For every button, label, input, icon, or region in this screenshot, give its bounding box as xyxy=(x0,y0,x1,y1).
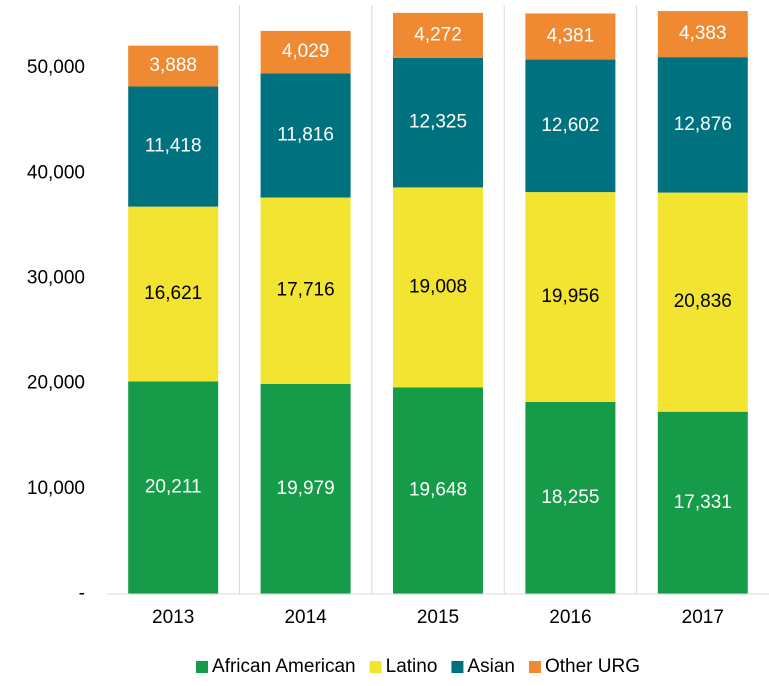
bar-segment xyxy=(393,12,483,58)
bar-segment xyxy=(525,192,616,402)
data-label: 4,383 xyxy=(679,23,727,44)
x-tick-label: 2015 xyxy=(417,607,459,628)
data-label: 3,888 xyxy=(149,55,197,76)
data-label: 12,602 xyxy=(541,115,599,136)
legend-label: Other URG xyxy=(545,656,640,677)
bar-segment xyxy=(525,401,616,594)
x-tick-label: 2016 xyxy=(549,607,591,628)
legend-swatch xyxy=(196,661,209,673)
bar-segment xyxy=(525,13,616,60)
x-tick-label: 2014 xyxy=(284,607,327,628)
data-label: 4,381 xyxy=(547,26,595,47)
legend-swatch xyxy=(451,661,464,673)
bar-segment xyxy=(128,206,219,382)
x-tick-label: 2013 xyxy=(152,607,194,628)
bar-segment xyxy=(525,59,616,193)
y-tick-label: 30,000 xyxy=(27,267,85,288)
y-tick-label: - xyxy=(79,583,85,604)
bar-segment xyxy=(260,383,351,594)
bar-segment xyxy=(128,381,219,594)
data-label: 17,331 xyxy=(674,492,732,513)
bar-segment xyxy=(657,57,748,193)
bar-segment xyxy=(393,57,483,188)
bar-segment xyxy=(657,11,748,58)
data-label: 12,325 xyxy=(409,112,467,133)
data-label: 19,008 xyxy=(409,276,467,297)
data-label: 18,255 xyxy=(541,487,599,508)
bar-segment xyxy=(393,187,483,388)
bar-segment xyxy=(260,30,351,74)
bar-segment xyxy=(393,387,483,594)
data-label: 11,418 xyxy=(145,136,202,157)
bar-segment xyxy=(128,45,219,87)
y-tick-label: 20,000 xyxy=(27,373,85,394)
y-tick-label: 40,000 xyxy=(27,162,85,183)
legend-label: Latino xyxy=(386,656,438,677)
y-tick-label: 50,000 xyxy=(27,57,85,78)
legend-label: African American xyxy=(212,656,356,677)
bar-segment xyxy=(260,73,351,198)
legend-label: Asian xyxy=(467,656,515,677)
x-tick-label: 2017 xyxy=(682,607,724,628)
legend-swatch xyxy=(528,661,541,673)
y-tick-label: 10,000 xyxy=(27,478,85,499)
bar-segment xyxy=(657,411,748,594)
data-label: 4,029 xyxy=(282,41,330,62)
bar-segment xyxy=(260,197,351,384)
data-label: 16,621 xyxy=(144,283,202,304)
data-label: 17,716 xyxy=(277,280,335,301)
data-label: 19,648 xyxy=(409,480,467,501)
legend-swatch xyxy=(369,661,382,673)
data-label: 20,836 xyxy=(674,291,732,312)
data-label: 19,979 xyxy=(277,478,335,499)
data-label: 11,816 xyxy=(277,124,334,145)
data-label: 4,272 xyxy=(414,24,462,45)
data-label: 19,956 xyxy=(541,286,599,307)
data-label: 12,876 xyxy=(674,114,732,135)
bar-segment xyxy=(128,86,219,207)
bar-segment xyxy=(657,192,748,412)
data-label: 20,211 xyxy=(145,477,202,498)
